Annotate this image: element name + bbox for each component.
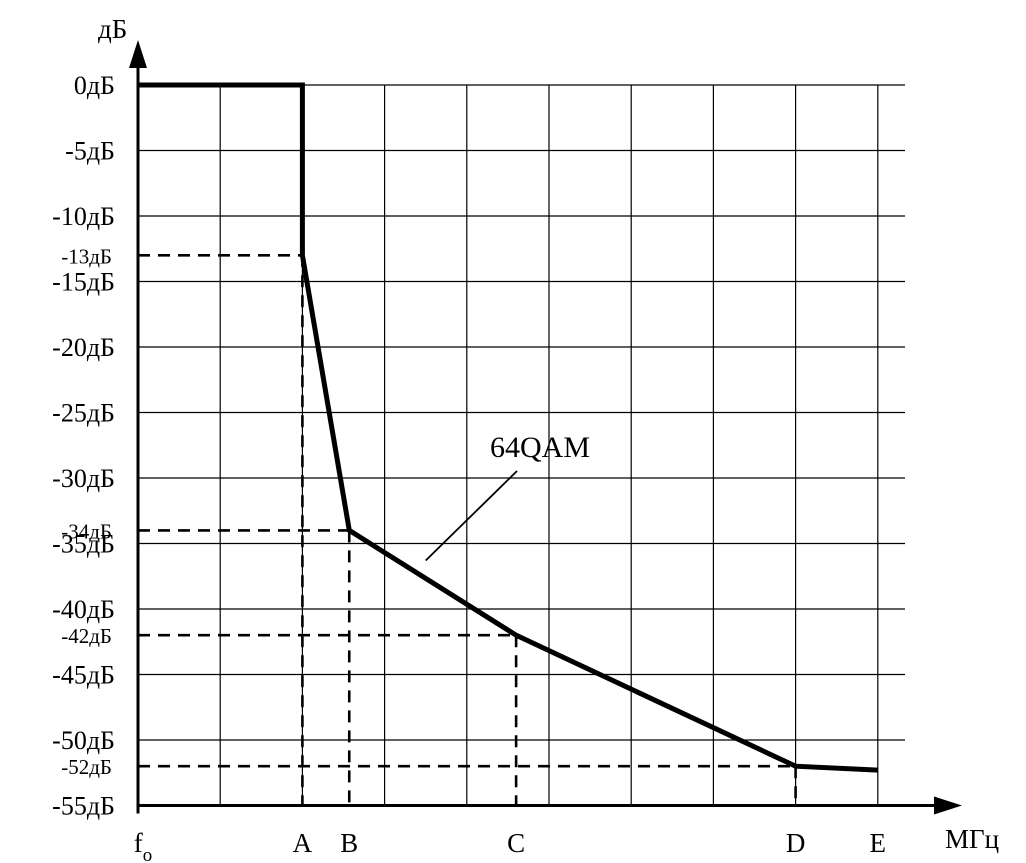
y-tick-label: -25дБ <box>52 399 115 428</box>
y-tick-label: -34дБ <box>61 519 112 543</box>
annotation-pointer <box>425 470 518 562</box>
x-tick-labels: fo A B C D E <box>134 828 886 863</box>
series-annotation-64qam: 64QAM <box>490 431 590 464</box>
annotations: 64QAM <box>425 431 590 562</box>
x-tick-label: B <box>340 828 358 858</box>
x-axis-label: МГц <box>945 824 999 854</box>
guide-lines <box>138 254 797 806</box>
y-tick-label: -45дБ <box>52 661 115 690</box>
y-tick-label: -52дБ <box>61 755 112 779</box>
y-tick-label: -13дБ <box>61 244 112 268</box>
y-tick-label: -50дБ <box>52 726 115 755</box>
x-axis-arrow <box>934 796 962 815</box>
series <box>138 82 878 773</box>
x-tick-label: D <box>786 828 806 858</box>
y-axis-arrow <box>129 40 147 68</box>
series-line-64qam <box>138 82 878 773</box>
x-tick-label: fo <box>134 828 153 863</box>
axes <box>129 40 962 815</box>
y-tick-label: -15дБ <box>52 268 115 297</box>
y-tick-label: -35дБ <box>52 530 115 559</box>
y-tick-label: -55дБ <box>52 792 115 821</box>
y-tick-label: -30дБ <box>52 464 115 493</box>
y-tick-labels: 0дБ -5дБ -10дБ -13дБ-15дБ -20дБ -25дБ -30дБ -34… <box>52 71 115 821</box>
y-tick-label: -42дБ <box>61 624 112 648</box>
y-axis-label: дБ <box>98 14 127 44</box>
y-tick-label: -20дБ <box>52 333 115 362</box>
x-tick-label: E <box>870 828 887 858</box>
y-tick-label: -10дБ <box>52 202 115 231</box>
y-tick-label: -5дБ <box>65 137 115 166</box>
x-tick-label: C <box>507 828 525 858</box>
y-tick-label: 0дБ <box>74 71 115 100</box>
x-tick-label: A <box>293 828 313 858</box>
y-tick-label: -40дБ <box>52 595 115 624</box>
